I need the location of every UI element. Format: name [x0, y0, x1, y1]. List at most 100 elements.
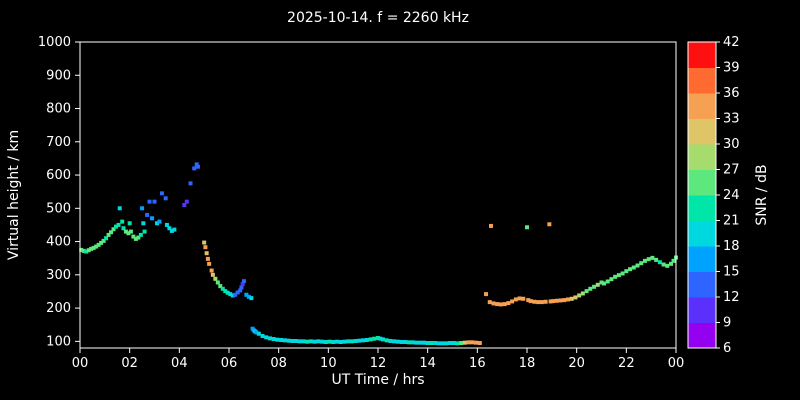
- x-tick-label: 14: [419, 356, 436, 371]
- data-point: [395, 339, 400, 344]
- data-point: [510, 299, 515, 304]
- data-point: [565, 297, 570, 302]
- data-point: [620, 271, 625, 276]
- data-points: [79, 162, 678, 346]
- x-tick-label: 16: [469, 356, 486, 371]
- y-tick-label: 800: [46, 102, 71, 117]
- data-point: [192, 166, 197, 171]
- data-point: [131, 234, 136, 239]
- data-point: [301, 339, 306, 344]
- data-point: [140, 206, 145, 211]
- colorbar-tick-label: 33: [723, 112, 740, 127]
- data-point: [588, 286, 593, 291]
- data-point: [539, 300, 544, 305]
- data-point: [470, 340, 475, 345]
- data-point: [249, 296, 254, 301]
- colorbar-band: [688, 271, 716, 298]
- data-point: [573, 295, 578, 300]
- data-point: [491, 301, 496, 306]
- data-point: [418, 340, 423, 345]
- data-point: [349, 339, 354, 344]
- data-point: [223, 289, 228, 294]
- y-tick-label: 400: [46, 235, 71, 250]
- y-tick-label: 100: [46, 334, 71, 349]
- data-point: [294, 339, 299, 344]
- colorbar: 6 9 12 15 18 21 24 27 30 33 36 39 42: [687, 35, 740, 356]
- data-point: [260, 334, 265, 339]
- data-point: [147, 199, 152, 204]
- data-point: [271, 337, 276, 342]
- data-point: [282, 338, 287, 343]
- data-point: [487, 300, 492, 305]
- colorbar-band: [688, 195, 716, 221]
- data-point: [154, 221, 159, 226]
- data-point: [228, 292, 233, 297]
- x-tick-label: 00: [72, 356, 89, 371]
- colorbar-tick-label: 36: [723, 86, 740, 101]
- colorbar-tick-label: 15: [723, 265, 740, 280]
- data-point: [127, 221, 132, 226]
- colorbar-band: [688, 322, 716, 349]
- data-point: [233, 292, 238, 297]
- data-point: [547, 222, 552, 227]
- data-point: [361, 338, 366, 343]
- data-point: [654, 257, 659, 262]
- data-point: [635, 263, 640, 268]
- data-point: [562, 298, 567, 303]
- x-tick-label: 18: [519, 356, 536, 371]
- data-point: [327, 339, 332, 344]
- y-tick-label: 600: [46, 168, 71, 183]
- data-point: [316, 339, 321, 344]
- colorbar-tick-label: 42: [723, 35, 740, 50]
- data-point: [440, 341, 445, 346]
- data-point: [528, 299, 533, 304]
- data-point: [403, 340, 408, 345]
- data-point: [506, 301, 511, 306]
- y-tick-label: 900: [46, 68, 71, 83]
- data-point: [342, 339, 347, 344]
- data-point: [399, 340, 404, 345]
- colorbar-band: [688, 67, 716, 94]
- data-point: [448, 341, 453, 346]
- data-point: [517, 296, 522, 301]
- data-point: [462, 340, 467, 345]
- data-point: [558, 298, 563, 303]
- data-point: [256, 331, 261, 336]
- data-point: [286, 338, 291, 343]
- data-point: [532, 299, 537, 304]
- data-point: [264, 335, 269, 340]
- y-tick-label: 200: [46, 301, 71, 316]
- data-point: [254, 330, 259, 335]
- data-point: [106, 232, 111, 237]
- data-point: [215, 280, 220, 285]
- data-point: [580, 291, 585, 296]
- data-point: [104, 236, 109, 241]
- x-tick-label: 02: [121, 356, 138, 371]
- data-point: [89, 246, 94, 251]
- data-point: [639, 261, 644, 266]
- data-point: [240, 282, 245, 287]
- data-point: [646, 257, 651, 262]
- data-point: [320, 339, 325, 344]
- data-point: [466, 340, 471, 345]
- data-point: [195, 164, 200, 169]
- data-point: [425, 341, 430, 346]
- data-point: [513, 297, 518, 302]
- data-point: [378, 336, 383, 341]
- data-point: [357, 338, 362, 343]
- data-point: [665, 263, 670, 268]
- x-tick-label: 10: [320, 356, 337, 371]
- data-point: [628, 267, 633, 272]
- data-point: [220, 286, 225, 291]
- data-point: [331, 340, 336, 345]
- data-point: [444, 341, 449, 346]
- colorbar-band: [688, 169, 716, 196]
- data-point: [312, 339, 317, 344]
- data-point: [159, 191, 164, 196]
- data-point: [238, 288, 243, 293]
- data-point: [114, 224, 119, 229]
- colorbar-tick-label: 12: [723, 290, 740, 305]
- data-point: [392, 339, 397, 344]
- data-point: [669, 261, 674, 266]
- y-tick-label: 300: [46, 268, 71, 283]
